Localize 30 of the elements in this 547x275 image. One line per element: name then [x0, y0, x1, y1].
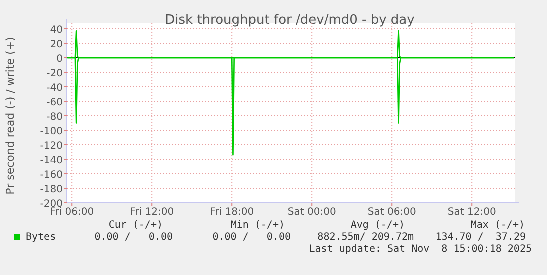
text: Min (-/+)	[230, 220, 285, 231]
y-tick-label: -80	[46, 112, 63, 123]
x-tick-label: Fri 18:00	[210, 207, 254, 218]
y-tick-label: -140	[40, 156, 63, 166]
y-tick-label: 0	[56, 54, 63, 65]
x-tick-label: Fri 12:00	[130, 207, 174, 218]
y-tick-label: -180	[40, 184, 63, 196]
y-tick-label: -100	[40, 126, 63, 138]
y-tick-label: -120	[40, 141, 63, 152]
chart-title: Disk throughput for /dev/md0 - by day	[165, 13, 416, 28]
text: 0.00 / 0.00	[212, 232, 291, 243]
y-tick-label: -160	[40, 170, 63, 181]
y-tick-label: -20	[46, 68, 63, 80]
text: 882.55m/ 209.72m	[318, 232, 414, 243]
x-tick-label: Fri 06:00	[50, 207, 94, 218]
y-axis-title: Pr second read (-) / write (+)	[4, 37, 17, 195]
x-tick-label: Sat 00:00	[288, 207, 336, 218]
text: 0.00 / 0.00	[94, 232, 173, 243]
y-tick-label: 20	[50, 40, 63, 50]
y-tick-label: -60	[46, 98, 63, 108]
text: 134.70 / 37.29	[436, 232, 526, 243]
y-tick-label: 40	[50, 25, 63, 36]
y-tick-label: -40	[46, 83, 63, 94]
x-tick-label: Sat 06:00	[368, 207, 416, 218]
text: Last update: Sat Nov 8 15:00:18 2025	[309, 244, 532, 255]
x-tick-label: Sat 12:00	[448, 207, 496, 218]
text: Max (-/+)	[470, 220, 525, 231]
legend-label: Bytes	[26, 232, 56, 243]
text: Cur (-/+)	[108, 220, 163, 231]
text: Avg (-/+)	[350, 220, 405, 231]
